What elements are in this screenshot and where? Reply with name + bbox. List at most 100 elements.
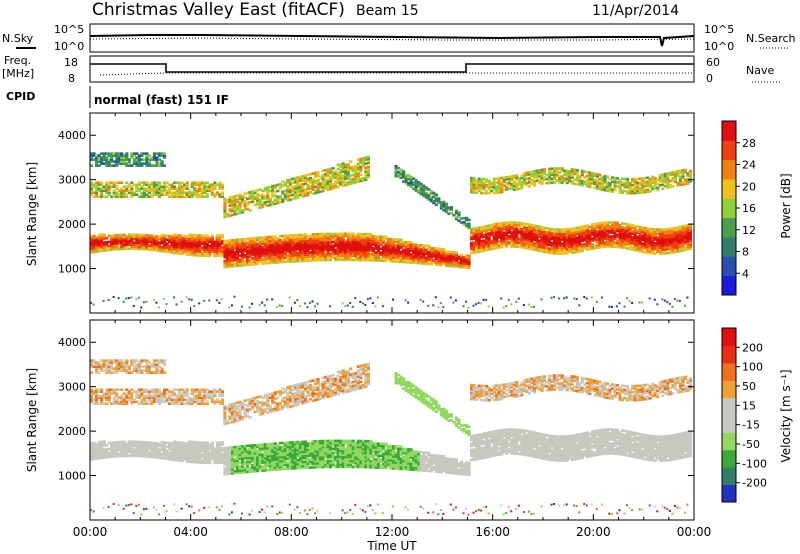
power-cell xyxy=(560,169,564,172)
power-cell xyxy=(429,262,433,266)
power-cell xyxy=(394,169,398,172)
power-cell xyxy=(361,244,365,248)
power-cell xyxy=(263,254,267,257)
power-cell xyxy=(623,228,627,232)
power-cell xyxy=(266,194,270,197)
power-cell xyxy=(613,188,617,192)
velocity-cell xyxy=(102,452,106,455)
power-cell xyxy=(590,245,594,248)
power-cell xyxy=(598,185,602,189)
power-cell xyxy=(646,233,650,236)
power-cell xyxy=(90,156,94,159)
power-cell xyxy=(615,239,620,243)
power-cell xyxy=(520,239,524,243)
power-cell xyxy=(364,236,368,240)
power-cell xyxy=(278,250,282,254)
power-cell xyxy=(125,181,129,185)
power-cell xyxy=(110,152,114,155)
power-cell xyxy=(553,242,557,245)
power-cell xyxy=(90,235,94,238)
power-cell xyxy=(334,242,338,246)
power-cell xyxy=(356,250,360,254)
velocity-cell xyxy=(135,440,139,444)
power-cell xyxy=(220,240,224,243)
power-cell xyxy=(598,237,602,241)
power-cell xyxy=(419,252,423,255)
power-cell xyxy=(540,172,544,176)
power-cell xyxy=(246,197,250,201)
power-cell xyxy=(497,191,501,194)
power-cell xyxy=(178,244,182,247)
power-cell xyxy=(565,252,569,255)
power-cell xyxy=(157,162,162,165)
power-cell xyxy=(568,179,572,183)
power-cell xyxy=(477,248,481,252)
power-cell xyxy=(303,247,308,251)
power-cell xyxy=(364,248,368,252)
power-cell xyxy=(618,243,622,247)
power-cell xyxy=(120,189,124,193)
power-cell xyxy=(683,224,688,228)
power-cell xyxy=(535,228,539,232)
power-cell xyxy=(105,183,109,187)
power-cell xyxy=(311,233,315,236)
power-cell xyxy=(288,182,292,185)
power-cell xyxy=(110,164,114,167)
power-cell xyxy=(175,181,179,185)
power-cell xyxy=(422,300,425,303)
power-cell xyxy=(505,241,509,244)
velocity-cell xyxy=(112,441,116,444)
power-cell xyxy=(643,238,647,242)
power-cell xyxy=(336,244,340,248)
power-cell xyxy=(105,236,109,240)
power-cell xyxy=(306,257,310,260)
power-cell xyxy=(215,234,219,238)
power-cell xyxy=(354,177,358,180)
power-cell xyxy=(203,299,206,302)
power-cell xyxy=(540,228,544,231)
power-cell xyxy=(548,181,552,185)
power-cell xyxy=(565,179,569,183)
power-cell xyxy=(636,245,640,248)
power-cell xyxy=(497,222,501,225)
power-cell xyxy=(414,251,418,255)
power-cell xyxy=(316,256,320,260)
power-cell xyxy=(301,253,305,257)
power-cell xyxy=(407,241,411,244)
power-cell xyxy=(276,245,280,248)
power-cell xyxy=(135,239,139,243)
velocity-cell xyxy=(112,455,116,458)
power-cell xyxy=(558,179,562,182)
power-cell xyxy=(97,154,101,157)
power-cell xyxy=(505,237,509,240)
power-cell xyxy=(497,230,501,233)
power-cell xyxy=(641,248,645,252)
power-cell xyxy=(384,243,388,247)
power-cell xyxy=(132,233,136,237)
power-cell xyxy=(155,160,159,163)
power-cell xyxy=(553,246,557,249)
power-cell xyxy=(485,248,489,252)
velocity-cell xyxy=(137,394,141,398)
power-cell xyxy=(346,258,350,262)
power-cell xyxy=(658,183,662,187)
power-cell xyxy=(334,172,338,175)
velocity-cell xyxy=(115,394,119,398)
power-cell xyxy=(661,252,665,255)
power-cell xyxy=(439,201,443,204)
power-cell xyxy=(666,233,670,237)
velocity-cell xyxy=(102,394,106,398)
power-cell xyxy=(95,181,99,185)
power-cell xyxy=(336,254,340,258)
velocity-cell xyxy=(135,396,139,400)
power-cell xyxy=(100,245,104,249)
power-cell xyxy=(545,249,549,252)
power-cell xyxy=(545,227,549,230)
power-cell xyxy=(95,183,99,187)
power-cell xyxy=(261,262,265,265)
velocity-cell xyxy=(122,396,126,400)
power-cell xyxy=(233,240,237,244)
power-cell xyxy=(157,191,162,195)
power-cell xyxy=(105,244,109,248)
power-cell xyxy=(404,254,408,258)
